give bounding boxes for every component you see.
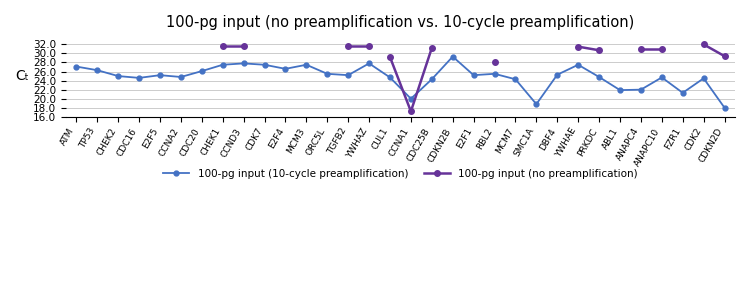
100-pg input (10-cycle preamplification) [114, 74, 123, 78]
100-pg input (10-cycle preamplification) [197, 69, 206, 73]
100-pg input (10-cycle preamplification) [176, 75, 185, 79]
100-pg input (10-cycle preamplification) [134, 76, 143, 80]
Line: 100-pg input (10-cycle preamplification): 100-pg input (10-cycle preamplification) [74, 54, 727, 110]
Legend: 100-pg input (10-cycle preamplification), 100-pg input (no preamplification): 100-pg input (10-cycle preamplification)… [159, 164, 642, 183]
100-pg input (10-cycle preamplification) [386, 76, 394, 79]
100-pg input (10-cycle preamplification) [72, 65, 81, 68]
100-pg input (10-cycle preamplification) [302, 63, 310, 67]
Y-axis label: Cₜ: Cₜ [15, 69, 29, 83]
100-pg input (no preamplification) [218, 44, 227, 48]
100-pg input (10-cycle preamplification) [406, 97, 416, 100]
100-pg input (10-cycle preamplification) [322, 72, 332, 76]
100-pg input (no preamplification) [239, 44, 248, 48]
100-pg input (10-cycle preamplification) [344, 73, 352, 77]
100-pg input (10-cycle preamplification) [574, 63, 583, 67]
100-pg input (10-cycle preamplification) [637, 88, 646, 91]
100-pg input (10-cycle preamplification) [93, 68, 102, 72]
100-pg input (10-cycle preamplification) [511, 77, 520, 81]
Title: 100-pg input (no preamplification vs. 10-cycle preamplification): 100-pg input (no preamplification vs. 10… [166, 15, 634, 30]
100-pg input (10-cycle preamplification) [720, 106, 729, 109]
100-pg input (10-cycle preamplification) [699, 77, 708, 80]
100-pg input (10-cycle preamplification) [448, 55, 458, 58]
100-pg input (10-cycle preamplification) [281, 67, 290, 71]
100-pg input (10-cycle preamplification) [595, 75, 604, 79]
100-pg input (10-cycle preamplification) [239, 62, 248, 65]
100-pg input (10-cycle preamplification) [616, 88, 625, 92]
100-pg input (10-cycle preamplification) [470, 73, 478, 77]
100-pg input (10-cycle preamplification) [490, 72, 499, 76]
100-pg input (10-cycle preamplification) [532, 102, 541, 106]
100-pg input (10-cycle preamplification) [678, 91, 687, 94]
100-pg input (10-cycle preamplification) [427, 77, 436, 81]
Line: 100-pg input (no preamplification): 100-pg input (no preamplification) [220, 43, 247, 48]
100-pg input (10-cycle preamplification) [657, 76, 666, 79]
100-pg input (10-cycle preamplification) [553, 73, 562, 77]
100-pg input (10-cycle preamplification) [364, 62, 374, 65]
100-pg input (10-cycle preamplification) [260, 63, 269, 67]
100-pg input (10-cycle preamplification) [155, 73, 164, 77]
100-pg input (10-cycle preamplification) [218, 63, 227, 67]
